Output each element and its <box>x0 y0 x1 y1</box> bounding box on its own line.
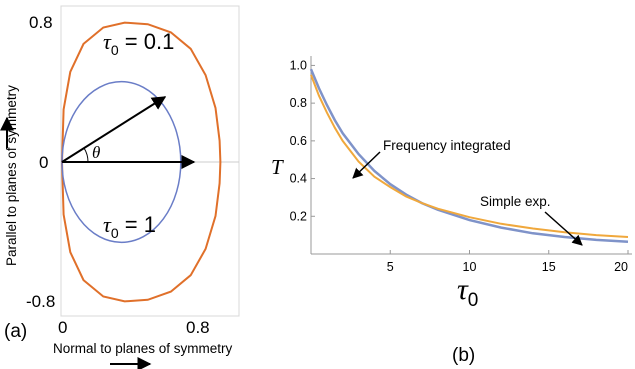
b-y-tick-label: 1.0 <box>290 58 307 72</box>
panel-a-label: (a) <box>4 321 27 342</box>
panel-a-frame <box>60 5 240 317</box>
a-xlabel: Normal to planes of symmetry <box>53 341 233 356</box>
frequency-integrated-curve <box>309 68 629 243</box>
tau-0.1-label-rest: = 0.1 <box>119 29 175 54</box>
simple-exp-curve <box>310 74 629 238</box>
b-x-tick-label: 20 <box>614 260 628 274</box>
tau-1-label: τ0 = 1 <box>103 212 156 241</box>
b-x-tick-label: 5 <box>387 260 394 274</box>
b-xlabel: τ0 <box>457 273 478 311</box>
b-xlabel-sub: 0 <box>468 290 479 311</box>
annotation-frequency-arrow <box>352 151 381 179</box>
tau-0.1-label-main: τ <box>103 29 112 54</box>
annotation-frequency-integrated: Frequency integrated <box>383 138 511 153</box>
a-x-tick-08: 0.8 <box>186 318 210 337</box>
a-y-tick-bottom: -0.8 <box>26 292 55 311</box>
a-x-tick-zero: 0 <box>58 318 67 337</box>
b-xlabel-main: τ <box>457 273 469 306</box>
tau-1-label-sub: 0 <box>111 225 119 241</box>
tau-1-label-rest: = 1 <box>119 212 156 237</box>
tau-0.1-label: τ0 = 0.1 <box>103 29 174 58</box>
panel-b: 5 10 15 20 0.2 0.4 0.6 0.8 1.0 T τ0 Frequency in… <box>271 56 632 366</box>
theta-arc <box>83 147 89 163</box>
a-y-tick-zero: 0 <box>39 153 48 172</box>
tau-1-label-main: τ <box>103 212 112 237</box>
panel-b-label: (b) <box>452 345 475 366</box>
b-ticks: 5 10 15 20 0.2 0.4 0.6 0.8 1.0 <box>290 58 629 274</box>
annotation-simple-exp: Simple exp. <box>480 194 551 209</box>
b-y-tick-label: 0.2 <box>290 209 307 223</box>
b-ylabel: T <box>271 155 284 179</box>
b-y-tick-label: 0.4 <box>290 172 307 186</box>
b-y-tick-label: 0.6 <box>290 134 307 148</box>
b-x-tick-label: 15 <box>542 260 556 274</box>
theta-label: θ <box>92 143 100 162</box>
b-x-tick-label: 10 <box>463 260 477 274</box>
panel-a: θ τ0 = 0.1 τ0 = 1 0.8 0 -0.8 0 0.8 Paral… <box>0 5 240 369</box>
tau-0.1-curve <box>61 21 222 303</box>
b-y-tick-label: 0.8 <box>290 96 307 110</box>
annotation-simple-exp-arrow <box>544 211 583 246</box>
tau-0.1-label-sub: 0 <box>111 42 119 58</box>
theta-vector <box>61 96 167 163</box>
a-y-tick-top: 0.8 <box>29 13 53 32</box>
a-ylabel: Parallel to planes of symmetry <box>4 85 19 266</box>
